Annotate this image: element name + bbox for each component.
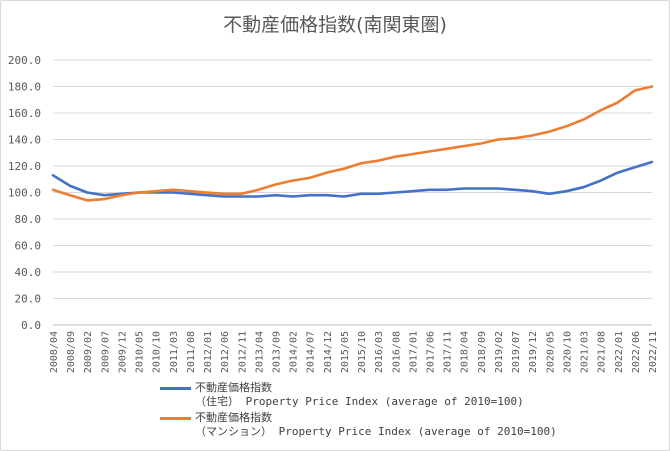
legend-label-housing-line2: （住宅） Property Price Index (average of 20… — [195, 394, 524, 408]
y-axis-tick-labels: 0.0 20.0 40.0 60.0 80.0 100.0 120.0 140.0 160.0 1… — [8, 54, 41, 332]
y-tick-label: 120.0 — [8, 160, 41, 173]
x-tick-label: 2020/10 — [562, 331, 573, 373]
x-tick-label: 2018/04 — [460, 331, 471, 373]
x-tick-label: 2018/09 — [477, 331, 488, 373]
x-tick-label: 2009/12 — [117, 331, 128, 373]
x-tick-label: 2022/01 — [614, 331, 625, 373]
y-tick-label: 140.0 — [8, 134, 41, 147]
x-tick-label: 2016/03 — [374, 331, 385, 373]
x-tick-label: 2011/03 — [169, 331, 180, 373]
x-tick-label: 2008/09 — [66, 331, 77, 373]
x-tick-label: 2017/11 — [443, 331, 454, 373]
y-tick-label: 180.0 — [8, 81, 41, 94]
x-tick-label: 2014/12 — [323, 331, 334, 373]
legend-swatch-condo — [160, 417, 191, 420]
y-tick-label: 40.0 — [15, 266, 42, 279]
x-tick-label: 2015/05 — [340, 331, 351, 373]
chart-title: 不動産価格指数(南関東圏) — [223, 14, 447, 36]
x-tick-label: 2016/08 — [391, 331, 402, 373]
y-tick-label: 80.0 — [15, 213, 42, 226]
x-tick-label: 2010/10 — [152, 331, 163, 373]
x-axis-tick-labels: 2008/04 2008/09 2009/02 2009/07 2009/12 2010/… — [49, 331, 659, 373]
x-tick-label: 2019/07 — [511, 331, 522, 373]
x-tick-label: 2013/04 — [254, 331, 265, 373]
y-tick-label: 60.0 — [15, 240, 42, 253]
y-tick-label: 100.0 — [8, 187, 41, 200]
x-tick-label: 2022/06 — [631, 331, 642, 373]
x-tick-label: 2011/08 — [186, 331, 197, 373]
x-tick-label: 2012/01 — [203, 331, 214, 373]
legend-label-housing-line1: 不動産価格指数 — [195, 381, 272, 394]
legend: 不動産価格指数 （住宅） Property Price Index (avera… — [160, 381, 557, 441]
series-lines — [51, 85, 654, 202]
x-tick-label: 2019/02 — [494, 331, 505, 373]
x-tick-label: 2013/09 — [271, 331, 282, 373]
y-tick-label: 0.0 — [21, 319, 41, 332]
x-tick-label: 2009/02 — [83, 331, 94, 373]
x-tick-label: 2010/05 — [135, 331, 146, 373]
y-tick-label: 200.0 — [8, 54, 41, 67]
x-tick-label: 2014/07 — [306, 331, 317, 373]
legend-label-condo-line1: 不動産価格指数 — [195, 411, 272, 424]
x-tick-label: 2012/11 — [237, 331, 248, 373]
x-tick-label: 2014/02 — [289, 331, 300, 373]
y-tick-label: 160.0 — [8, 107, 41, 120]
x-tick-label: 2021/03 — [580, 331, 591, 373]
x-tick-label: 2020/05 — [545, 331, 556, 373]
x-tick-label: 2021/08 — [597, 331, 608, 373]
x-tick-label: 2019/12 — [528, 331, 539, 373]
x-tick-label: 2017/06 — [426, 331, 437, 373]
x-tick-label: 2017/01 — [408, 331, 419, 373]
y-tick-label: 20.0 — [15, 293, 42, 306]
legend-item-condo: 不動産価格指数 （マンション） Property Price Index (av… — [160, 411, 557, 438]
x-tick-label: 2008/04 — [49, 331, 60, 373]
x-tick-label: 2022/11 — [648, 331, 659, 373]
legend-swatch-housing — [160, 387, 191, 390]
x-tick-label: 2015/10 — [357, 331, 368, 373]
x-tick-label: 2012/06 — [220, 331, 231, 373]
x-tick-label: 2009/07 — [100, 331, 111, 373]
legend-item-housing: 不動産価格指数 （住宅） Property Price Index (avera… — [160, 381, 557, 408]
legend-label-condo-line2: （マンション） Property Price Index (average of… — [195, 424, 557, 438]
series-line-condo — [51, 85, 654, 202]
